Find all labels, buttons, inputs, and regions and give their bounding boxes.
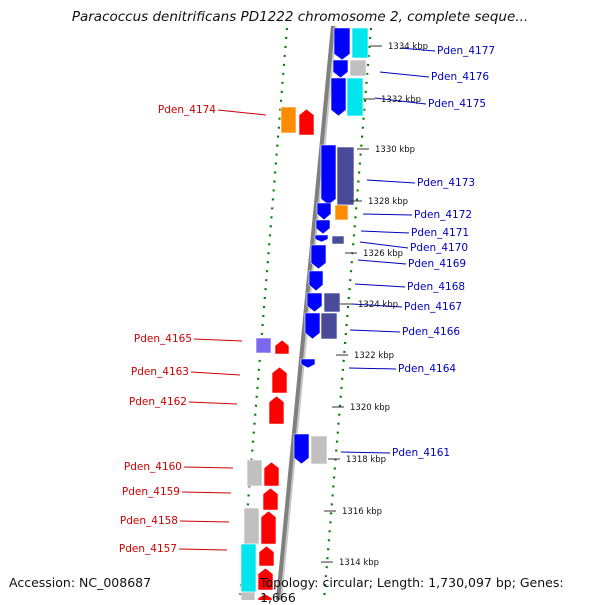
label-leader [190,371,241,376]
kbp-label: 1318 kbp [346,455,386,465]
feature-orange[interactable] [280,106,297,134]
gene-Pden_4176[interactable] [332,59,349,79]
gene-Pden_4173[interactable] [320,144,337,206]
kbp-label: 1332 kbp [381,95,421,105]
feature-purple[interactable] [331,235,345,245]
topology-text: Topology: circular; Length: 1,730,097 bp… [260,575,564,605]
gene-label-Pden_4175[interactable]: Pden_4175 [428,98,486,110]
gene-Pden_4172[interactable] [316,202,332,221]
gene-label-Pden_4159[interactable]: Pden_4159 [122,486,180,498]
feature-gray[interactable] [243,507,260,545]
outer-ring-left [238,27,289,600]
gene-Pden_4175[interactable] [330,77,347,117]
feature-cyan[interactable] [240,543,257,593]
gene-Pden_4160[interactable] [263,461,280,487]
gene-Pden_4157[interactable] [258,545,275,567]
label-leader [340,451,391,454]
feature-orange[interactable] [334,204,349,221]
label-leader [179,520,230,523]
gene-label-Pden_4171[interactable]: Pden_4171 [411,227,469,239]
label-leader [357,259,407,265]
gene-Pden_4159[interactable] [262,487,279,511]
gene-red[interactable] [257,593,273,600]
label-leader [362,213,413,216]
gene-Pden_4162[interactable] [268,395,285,425]
feature-gray[interactable] [246,459,263,487]
gene-Pden_4177[interactable] [333,27,351,61]
feature-gray[interactable] [240,591,256,600]
outer-ring-right [322,27,373,600]
gene-label-Pden_4174[interactable]: Pden_4174 [158,104,216,116]
label-leader [399,47,436,52]
gene-Pden_4171[interactable] [315,219,331,235]
feature-cyan[interactable] [351,27,369,59]
gene-Pden_4174[interactable] [298,108,315,136]
feature-gray[interactable] [349,59,367,77]
label-leader [193,338,243,342]
label-leader [181,491,232,494]
kbp-label: 1314 kbp [339,558,379,568]
label-leader [351,303,403,308]
feature-gray[interactable] [310,435,328,465]
label-leader [188,401,238,405]
kbp-label: 1320 kbp [350,403,390,413]
gene-label-Pden_4169[interactable]: Pden_4169 [408,258,466,270]
gene-label-Pden_4170[interactable]: Pden_4170 [410,242,468,254]
gene-label-Pden_4168[interactable]: Pden_4168 [407,281,465,293]
gene-Pden_4163[interactable] [271,366,288,394]
feature-purple-light[interactable] [255,337,272,354]
gene-label-Pden_4160[interactable]: Pden_4160 [124,461,182,473]
gene-label-Pden_4177[interactable]: Pden_4177 [437,45,495,57]
gene-label-Pden_4165[interactable]: Pden_4165 [134,333,192,345]
kbp-label: 1326 kbp [363,249,403,259]
label-leader [348,367,397,370]
kbp-label: 1324 kbp [358,300,398,310]
label-leader [183,466,234,469]
gene-label-Pden_4173[interactable]: Pden_4173 [417,177,475,189]
label-leader [374,97,427,105]
gene-label-Pden_4163[interactable]: Pden_4163 [131,366,189,378]
gene-label-Pden_4164[interactable]: Pden_4164 [398,363,456,375]
kbp-label: 1322 kbp [354,351,394,361]
feature-cyan[interactable] [346,77,364,117]
gene-Pden_4169[interactable] [310,244,327,270]
feature-purple[interactable] [323,292,341,313]
kbp-label: 1330 kbp [375,145,415,155]
gene-Pden_4161[interactable] [293,433,310,465]
gene-label-Pden_4166[interactable]: Pden_4166 [402,326,460,338]
map-title: Paracoccus denitrificans PD1222 chromoso… [71,9,529,25]
gene-label-Pden_4158[interactable]: Pden_4158 [120,515,178,527]
gene-label-Pden_4176[interactable]: Pden_4176 [431,71,489,83]
feature-purple[interactable] [336,146,355,206]
label-leader [360,230,410,234]
feature-purple[interactable] [320,312,338,340]
gene-Pden_4165[interactable] [274,339,290,355]
label-leader [359,241,409,249]
gene-Pden_4166[interactable] [304,312,321,340]
accession-text: Accession: NC_008687 [9,575,152,590]
kbp-label: 1334 kbp [388,42,428,52]
label-leader [178,548,228,551]
gene-label-Pden_4172[interactable]: Pden_4172 [414,209,472,221]
gene-label-Pden_4161[interactable]: Pden_4161 [392,447,450,459]
gene-label-Pden_4162[interactable]: Pden_4162 [129,396,187,408]
gene-small[interactable] [314,234,329,243]
kbp-label: 1316 kbp [342,507,382,517]
gene-Pden_4164[interactable] [300,358,316,369]
gene-red[interactable] [257,567,274,591]
gene-label-Pden_4167[interactable]: Pden_4167 [404,301,462,313]
label-leader [379,71,430,78]
gene-label-Pden_4157[interactable]: Pden_4157 [119,543,177,555]
kbp-label: 1328 kbp [368,197,408,207]
label-leader [354,283,406,288]
gene-Pden_4168[interactable] [308,270,324,292]
label-leader [349,329,401,333]
gene-Pden_4158[interactable] [260,510,277,545]
gene-Pden_4167[interactable] [306,292,323,313]
label-leader [366,179,416,184]
label-leader [217,109,267,116]
